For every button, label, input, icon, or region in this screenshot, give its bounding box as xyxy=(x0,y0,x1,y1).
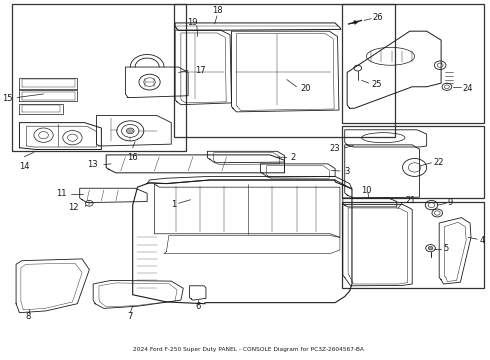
Text: 14: 14 xyxy=(19,162,29,171)
Text: 17: 17 xyxy=(196,66,206,75)
Text: 7: 7 xyxy=(127,312,133,321)
Text: 13: 13 xyxy=(87,160,98,169)
Text: 2: 2 xyxy=(291,153,296,162)
Text: 20: 20 xyxy=(300,84,311,93)
Bar xyxy=(173,4,395,137)
Text: 9: 9 xyxy=(448,198,453,207)
Bar xyxy=(343,202,485,288)
Text: 19: 19 xyxy=(187,18,197,27)
Text: 16: 16 xyxy=(127,153,138,162)
Text: 3: 3 xyxy=(345,167,350,176)
Text: 23: 23 xyxy=(329,144,340,153)
Text: 10: 10 xyxy=(361,186,371,195)
Text: 6: 6 xyxy=(195,302,200,311)
Text: 15: 15 xyxy=(2,94,12,103)
Text: 26: 26 xyxy=(373,13,383,22)
Circle shape xyxy=(428,246,433,250)
Bar xyxy=(343,126,485,198)
Text: 1: 1 xyxy=(171,200,176,209)
Text: 25: 25 xyxy=(371,80,382,89)
Text: 4: 4 xyxy=(480,236,485,245)
Bar xyxy=(12,4,186,151)
Text: 18: 18 xyxy=(212,6,222,15)
Text: 24: 24 xyxy=(463,84,473,93)
Text: 2024 Ford F-250 Super Duty PANEL - CONSOLE Diagram for PC3Z-2604567-BA: 2024 Ford F-250 Super Duty PANEL - CONSO… xyxy=(133,347,364,352)
Text: 21: 21 xyxy=(405,196,416,205)
Text: 5: 5 xyxy=(443,244,449,253)
Text: 11: 11 xyxy=(56,189,66,198)
Text: 12: 12 xyxy=(68,203,79,212)
Bar xyxy=(343,4,485,123)
Circle shape xyxy=(126,128,134,134)
Text: 22: 22 xyxy=(434,158,444,167)
Text: 8: 8 xyxy=(25,312,30,321)
